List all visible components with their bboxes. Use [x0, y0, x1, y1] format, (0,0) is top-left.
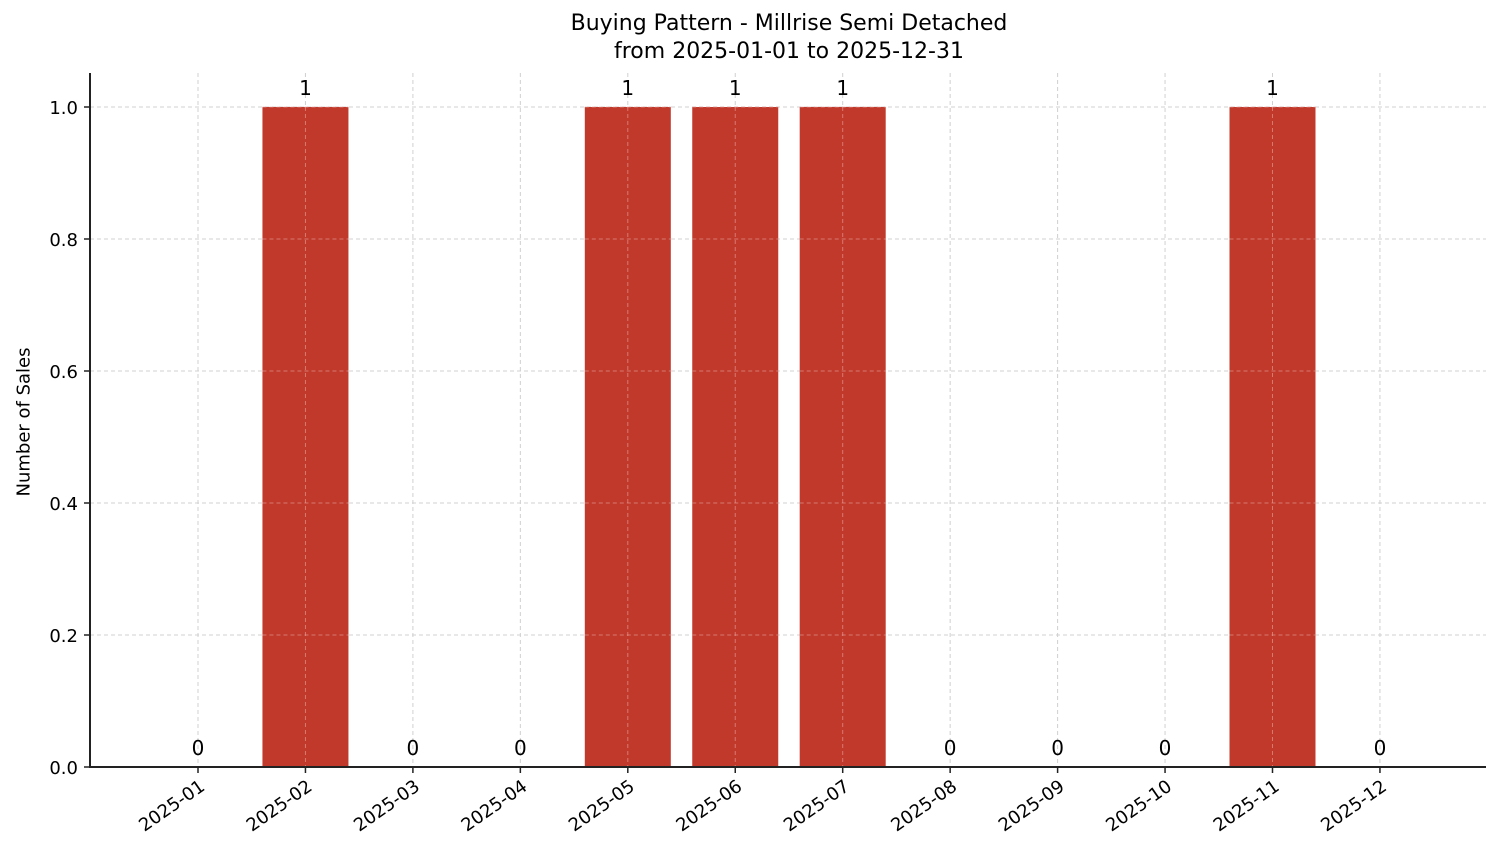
bar-value-label: 1 [1266, 76, 1279, 100]
bar-value-label: 0 [1159, 736, 1172, 760]
x-tick-label: 2025-06 [672, 776, 746, 836]
chart-subtitle: from 2025-01-01 to 2025-12-31 [614, 39, 964, 64]
x-tick-label: 2025-11 [1210, 776, 1284, 836]
y-tick-label: 1.0 [49, 98, 78, 119]
x-tick-label: 2025-05 [565, 776, 639, 836]
x-tick-label: 2025-09 [995, 776, 1069, 836]
chart-title-line1: Buying Pattern - Millrise Semi Detached [570, 11, 1008, 36]
chart-title: Buying Pattern - Millrise Semi Detached … [0, 10, 1501, 66]
x-tick-label: 2025-03 [350, 776, 424, 836]
x-tick-label: 2025-02 [243, 776, 317, 836]
x-tick-label: 2025-04 [458, 776, 532, 836]
y-tick-label: 0.0 [49, 758, 78, 779]
bars [262, 106, 1316, 767]
x-tick-label: 2025-10 [1102, 776, 1176, 836]
bar-value-label: 0 [1051, 736, 1064, 760]
bar-value-label: 1 [729, 76, 742, 100]
x-tick-label: 2025-12 [1317, 776, 1391, 836]
x-axis-ticks: 2025-01 2025-02 2025-03 2025-04 2025-05 2025-… [135, 767, 1391, 836]
bar-value-labels: 0 1 0 0 1 1 1 0 0 0 1 0 [192, 76, 1387, 760]
y-axis-ticks: 0.0 0.2 0.4 0.6 0.8 1.0 [49, 98, 90, 779]
bar-value-label: 1 [299, 76, 312, 100]
bar-value-label: 0 [514, 736, 527, 760]
bar-value-label: 0 [192, 736, 205, 760]
bar-value-label: 1 [621, 76, 634, 100]
x-tick-label: 2025-08 [887, 776, 961, 836]
x-tick-label: 2025-01 [135, 776, 209, 836]
x-tick-label: 2025-07 [780, 776, 854, 836]
axes [89, 73, 1486, 768]
y-tick-label: 0.6 [49, 362, 78, 383]
y-tick-label: 0.8 [49, 230, 78, 251]
bar-value-label: 0 [944, 736, 957, 760]
y-tick-label: 0.4 [49, 494, 78, 515]
bar-value-label: 0 [407, 736, 420, 760]
bar-value-label: 1 [836, 76, 849, 100]
bar-value-label: 0 [1374, 736, 1387, 760]
y-tick-label: 0.2 [49, 626, 78, 647]
